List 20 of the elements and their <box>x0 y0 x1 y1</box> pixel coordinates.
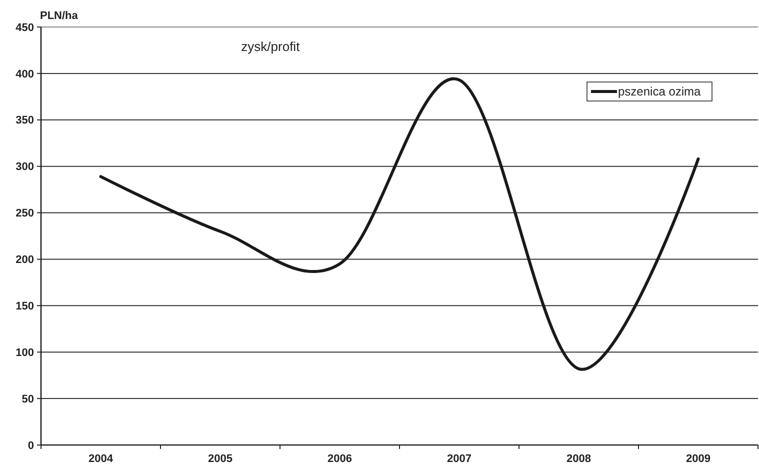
y-tick-label: 350 <box>16 114 34 127</box>
x-tick-label: 2004 <box>88 453 114 465</box>
legend-label: pszenica ozima <box>618 84 702 99</box>
x-tick-label: 2007 <box>447 453 472 465</box>
y-tick-label: 150 <box>16 300 34 313</box>
y-axis-title: PLN/ha <box>40 10 79 22</box>
y-tick-label: 250 <box>16 208 34 220</box>
y-tick-label: 200 <box>16 254 34 266</box>
y-tick-label: 0 <box>28 440 34 452</box>
line-series <box>99 78 700 370</box>
y-tick-label: 100 <box>16 346 34 359</box>
x-tick-label: 2008 <box>566 453 591 465</box>
y-tick-label: 450 <box>16 22 34 34</box>
y-tick-label: 50 <box>22 393 34 406</box>
text: zysk/profit <box>241 39 300 54</box>
y-tick-label: 400 <box>16 68 34 80</box>
y-tick-label: 300 <box>16 161 34 174</box>
x-tick-label: 2005 <box>208 453 232 465</box>
x-tick-label: 2009 <box>686 453 710 465</box>
x-tick-label: 2006 <box>328 453 352 465</box>
